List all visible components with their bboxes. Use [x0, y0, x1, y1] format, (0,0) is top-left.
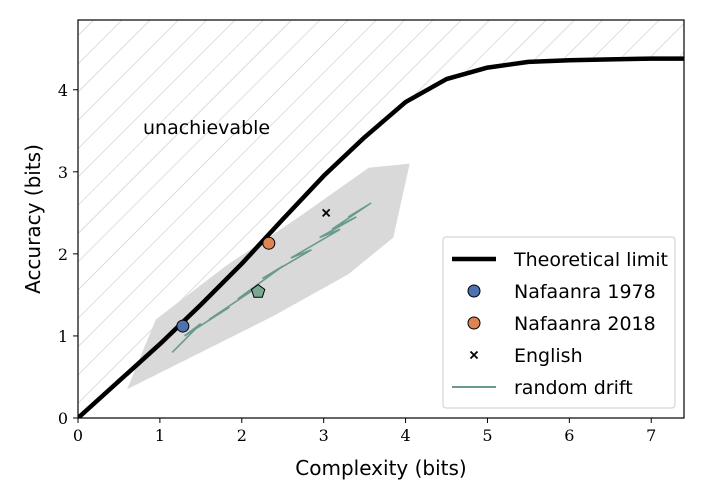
x-tick-label: 2 [237, 426, 247, 445]
x-axis-label: Complexity (bits) [295, 456, 466, 480]
legend-english-label: English [514, 345, 583, 367]
x-tick-label: 1 [155, 426, 165, 445]
x-tick-label: 4 [400, 426, 410, 445]
y-tick-label: 0 [58, 409, 68, 428]
legend-theoretical-limit-label: Theoretical limit [513, 249, 668, 271]
legend-random-drift-label: random drift [514, 377, 633, 399]
x-tick-label: 7 [646, 426, 656, 445]
y-tick-label: 1 [58, 327, 68, 346]
y-tick-label: 3 [58, 163, 68, 182]
plot-area [78, 20, 684, 418]
y-axis: 0 1 2 3 4 [58, 81, 78, 428]
x-tick-label: 5 [482, 426, 492, 445]
legend-english-symbol [469, 350, 479, 360]
legend: Theoretical limit Nafaanra 1978 Nafaanra… [442, 236, 676, 409]
random-drift-line [171, 202, 372, 353]
x-tick-label: 0 [73, 426, 83, 445]
unachievable-annotation: unachievable [143, 117, 270, 139]
legend-nafaanra-1978-label: Nafaanra 1978 [514, 281, 656, 303]
nafaanra-1978-point [176, 319, 190, 333]
legend-nafaanra-2018-label: Nafaanra 2018 [514, 313, 656, 335]
y-tick-label: 4 [58, 81, 68, 100]
unachievable-region [78, 20, 684, 418]
x-tick-label: 6 [564, 426, 574, 445]
legend-nafaanra-1978-symbol [467, 284, 481, 298]
y-axis-label: Accuracy (bits) [21, 144, 45, 294]
legend-nafaanra-2018-symbol [467, 316, 481, 330]
plot-frame [77, 19, 685, 419]
x-tick-label: 3 [319, 426, 329, 445]
legend-box [442, 236, 676, 409]
pentagon-marker [250, 283, 266, 298]
english-marker [321, 208, 331, 217]
x-axis: 0 1 2 3 4 5 6 7 [73, 418, 656, 445]
nafaanra-2018-point [262, 236, 276, 250]
y-tick-label: 2 [58, 245, 68, 264]
